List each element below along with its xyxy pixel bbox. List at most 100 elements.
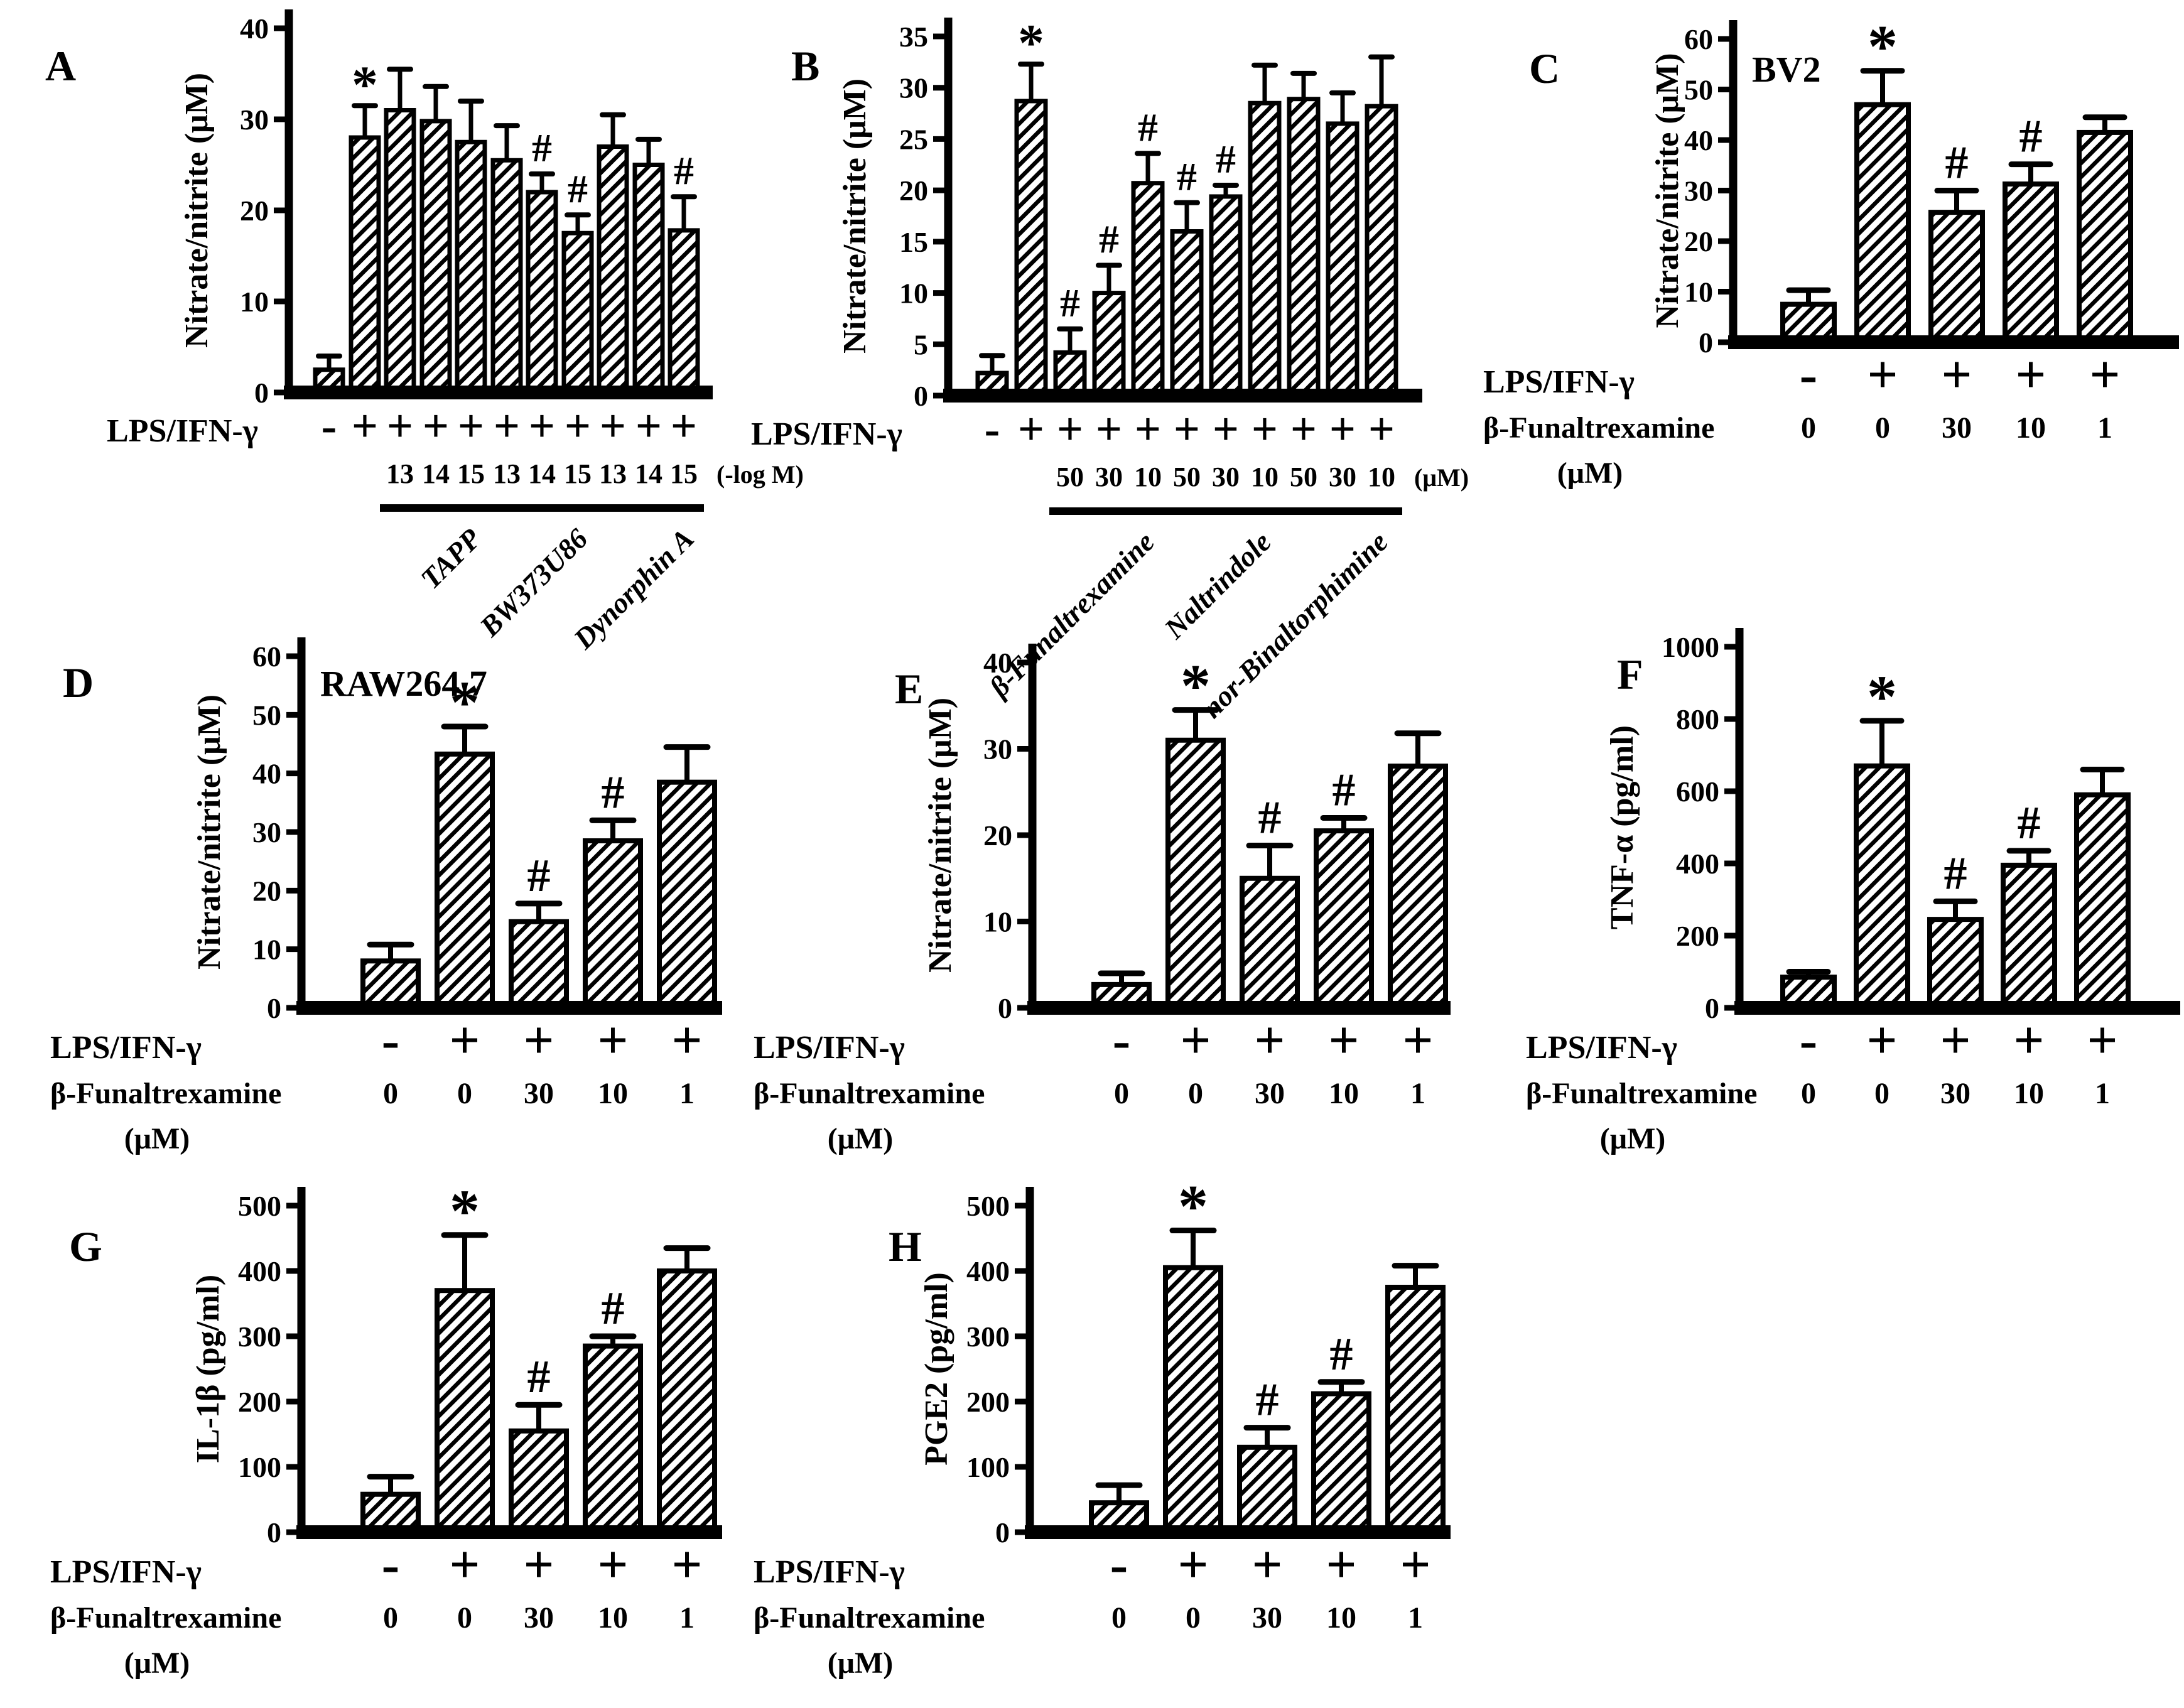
panel-letter: H <box>889 1223 922 1270</box>
y-tick-label: 15 <box>899 226 928 258</box>
bar <box>384 108 416 395</box>
panel-title: RAW264.7 <box>320 663 487 704</box>
y-tick-label: 30 <box>899 72 928 104</box>
bar <box>561 230 594 395</box>
y-tick-label: 200 <box>966 1386 1010 1418</box>
y-tick-label: 30 <box>983 733 1012 765</box>
panel-letter: A <box>45 42 76 90</box>
sig-asterisk: * <box>450 1177 480 1245</box>
row-label-treatment: LPS/IFN-γ <box>754 1554 905 1590</box>
plus-sign: + <box>1174 404 1200 455</box>
bar <box>583 1343 643 1535</box>
dose-value: 15 <box>457 458 485 489</box>
panel-letter: C <box>1529 45 1560 92</box>
plus-sign: + <box>1135 404 1161 455</box>
plus-sign: + <box>1290 404 1317 455</box>
dose-value: 1 <box>679 1077 695 1110</box>
bar <box>455 139 487 395</box>
plus-sign: + <box>1096 404 1122 455</box>
y-axis-label: Nitrate/nitrite (μM) <box>179 73 215 348</box>
bar <box>1326 121 1360 398</box>
dose-value: 15 <box>564 458 592 489</box>
dose-value: 50 <box>1056 462 1084 492</box>
y-tick-label: 0 <box>267 992 281 1024</box>
bar <box>1092 291 1126 398</box>
bar <box>1385 1285 1446 1535</box>
plus-sign: + <box>1251 404 1278 455</box>
plus-sign: + <box>449 1010 480 1070</box>
dose-value: 50 <box>1173 462 1201 492</box>
plus-sign: + <box>1057 404 1083 455</box>
bar <box>490 158 523 395</box>
dose-value: 0 <box>1111 1601 1127 1635</box>
bar <box>1311 1391 1371 1535</box>
dose-value: 10 <box>598 1077 628 1110</box>
dose-value: 10 <box>1368 462 1395 492</box>
panel-letter: G <box>69 1223 102 1270</box>
panel-title: BV2 <box>1752 49 1821 90</box>
y-tick-label: 200 <box>238 1386 281 1418</box>
row-label-treatment: LPS/IFN-γ <box>754 1030 905 1066</box>
plus-sign: + <box>671 1534 702 1594</box>
bar <box>1165 737 1226 1010</box>
sig-asterisk: * <box>1178 1173 1208 1240</box>
dose-value: 13 <box>493 458 521 489</box>
plus-sign: + <box>1402 1010 1433 1070</box>
dose-value: 1 <box>2097 411 2112 445</box>
bar <box>2074 792 2131 1010</box>
bar <box>1365 104 1398 398</box>
plus-sign: + <box>449 1534 480 1594</box>
y-tick-label: 400 <box>966 1255 1010 1287</box>
bar <box>1314 828 1374 1010</box>
sig-hash: # <box>527 1351 551 1403</box>
bar <box>435 751 495 1010</box>
plus-sign: + <box>2015 344 2046 404</box>
bar <box>1131 181 1165 398</box>
dose-value: 13 <box>386 458 414 489</box>
row-label-treatment: LPS/IFN-γ <box>751 416 902 452</box>
y-tick-label: 40 <box>1684 124 1713 156</box>
sig-hash: # <box>1177 154 1197 199</box>
dose-value: 10 <box>598 1601 628 1635</box>
plus-sign: + <box>2089 344 2120 404</box>
plus-sign: + <box>423 401 449 452</box>
bar <box>657 779 717 1010</box>
sig-hash: # <box>527 850 551 902</box>
sig-hash: # <box>2018 797 2041 849</box>
y-tick-label: 400 <box>1676 848 1719 880</box>
plus-sign: + <box>1368 404 1395 455</box>
dose-value: 0 <box>383 1601 398 1635</box>
unit-note: (μM) <box>1600 1122 1665 1155</box>
dose-value: 0 <box>1114 1077 1129 1110</box>
y-tick-label: 10 <box>899 278 928 310</box>
bar <box>657 1268 717 1535</box>
y-tick-label: 25 <box>899 123 928 155</box>
sig-hash: # <box>1258 792 1282 844</box>
bar <box>2003 181 2059 345</box>
row-label-antagonist: β-Funaltrexamine <box>50 1077 281 1110</box>
plus-sign: + <box>597 1534 628 1594</box>
plus-sign: + <box>1254 1010 1285 1070</box>
bar <box>597 144 629 395</box>
y-axis-label: PGE2 (pg/ml) <box>919 1272 954 1466</box>
row-label-antagonist: β-Funaltrexamine <box>1526 1077 1757 1110</box>
y-tick-label: 30 <box>1684 175 1713 207</box>
plus-sign: + <box>600 401 626 452</box>
panel-A-chart: A Nitrate/nitrite (μM) 0 10 20 30 40 * # # # LPS/IF… <box>45 9 804 656</box>
bar <box>349 135 381 395</box>
y-tick-label: 10 <box>983 906 1012 938</box>
sig-hash: # <box>1256 1375 1279 1426</box>
bar <box>1854 763 1910 1010</box>
y-tick-label: 35 <box>899 21 928 53</box>
plus-sign: + <box>1180 1010 1211 1070</box>
plus-sign: + <box>671 1010 702 1070</box>
sig-asterisk: * <box>1867 663 1897 730</box>
plus-sign: + <box>523 1010 554 1070</box>
plus-sign: + <box>1177 1534 1208 1594</box>
plus-sign: + <box>494 401 520 452</box>
bar <box>1170 229 1204 398</box>
plus-sign: + <box>1329 404 1356 455</box>
